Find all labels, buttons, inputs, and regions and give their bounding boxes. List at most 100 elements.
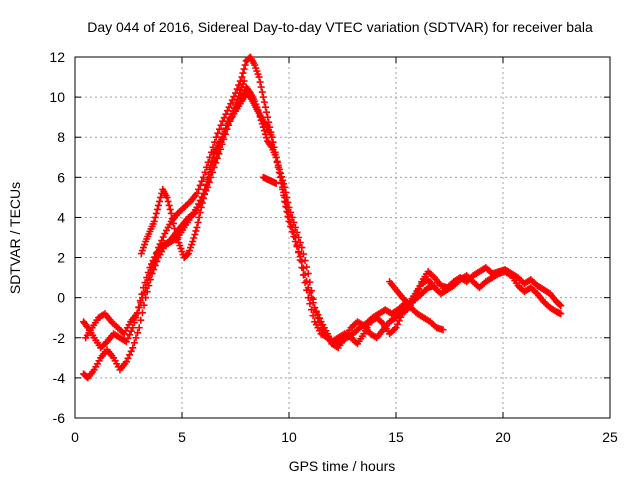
data-point-interp: [198, 199, 206, 207]
x-tick-label: 15: [388, 429, 404, 445]
data-point-interp: [159, 233, 167, 241]
data-point: [298, 258, 306, 266]
data-point-interp: [228, 96, 236, 104]
data-point-interp: [245, 88, 253, 96]
data-point-interp: [306, 300, 314, 308]
data-point-interp: [126, 331, 134, 339]
data-point-interp: [124, 354, 132, 362]
data-point-interp: [295, 248, 303, 256]
data-point-interp: [293, 228, 301, 236]
data-point-interp: [278, 173, 286, 181]
y-tick-label: 8: [57, 129, 65, 145]
data-point-interp: [261, 130, 269, 138]
data-point-interp: [134, 329, 142, 337]
y-tick-label: -4: [53, 370, 66, 386]
data-point-interp: [309, 295, 317, 303]
data-point: [148, 270, 156, 278]
x-tick-label: 10: [281, 429, 297, 445]
data-point-interp: [263, 108, 271, 116]
data-point-interp: [274, 161, 282, 169]
data-point-interp: [192, 227, 200, 235]
data-point-interp: [183, 251, 191, 259]
grid-lines: [75, 57, 610, 418]
plot-frame: [74, 56, 611, 419]
data-point-interp: [217, 121, 225, 129]
data-point-interp: [201, 168, 209, 176]
data-point-interp: [151, 213, 159, 221]
data-point-interp: [284, 212, 292, 220]
data-point: [259, 93, 267, 101]
data-point-interp: [301, 257, 309, 265]
data-point-interp: [213, 154, 221, 162]
data-point: [197, 203, 205, 211]
data-point-interp: [207, 161, 215, 169]
data-point-interp: [137, 316, 145, 324]
chart-title: Day 044 of 2016, Sidereal Day-to-day VTE…: [87, 19, 593, 35]
data-point-interp: [312, 309, 320, 317]
data-point: [272, 153, 280, 161]
data-point: [212, 133, 220, 141]
data-point-interp: [168, 214, 176, 222]
x-tick-label: 5: [178, 429, 186, 445]
data-point-interp: [146, 276, 154, 284]
data-point: [255, 109, 263, 117]
data-point-interp: [279, 176, 287, 184]
data-point-interp: [156, 197, 164, 205]
data-point: [276, 169, 284, 177]
data-point-interp: [211, 138, 219, 146]
data-point-interp: [83, 322, 91, 330]
data-point-interp: [220, 114, 228, 122]
data-point-interp: [136, 297, 144, 305]
data-point-interp: [299, 264, 307, 272]
data-point-interp: [151, 262, 159, 270]
data-point-interp: [151, 253, 159, 261]
data-point-interp: [223, 107, 231, 115]
data-point-interp: [295, 234, 303, 241]
data-point-interp: [205, 170, 213, 178]
y-tick-label: 0: [57, 290, 65, 306]
data-point-interp: [275, 165, 283, 173]
data-point: [167, 209, 175, 217]
data-point-interp: [212, 159, 220, 167]
data-point-interp: [157, 193, 165, 201]
series-track-4: [137, 77, 248, 262]
data-point-interp: [145, 282, 153, 290]
data-point: [259, 123, 267, 131]
data-point-interp: [222, 110, 230, 118]
data-point: [135, 324, 143, 332]
x-tick-labels: 0 5 10 15 20 25: [71, 429, 618, 445]
data-point-interp: [132, 334, 140, 342]
y-tick-labels: -6 -4 -2 0 2 4 6 8 10 12: [49, 49, 65, 426]
y-tick-label: 12: [49, 49, 65, 65]
data-point-interp: [191, 230, 199, 238]
data-point-interp: [283, 193, 291, 201]
data-point-interp: [209, 153, 217, 161]
data-point-interp: [196, 181, 204, 189]
data-point-interp: [150, 266, 158, 274]
data-point-interp: [194, 218, 202, 226]
data-point: [225, 103, 233, 111]
data-point: [285, 203, 293, 211]
data-point-interp: [296, 239, 304, 247]
data-point-interp: [257, 116, 265, 124]
data-point-interp: [199, 194, 207, 202]
data-point: [199, 173, 207, 181]
data-point: [133, 310, 141, 318]
data-point-interp: [288, 213, 296, 221]
data-point-interp: [284, 198, 292, 206]
data-point: [281, 197, 289, 205]
data-point-interp: [273, 157, 281, 165]
y-tick-label: -2: [53, 330, 66, 346]
data-point-interp: [165, 201, 173, 209]
data-point-interp: [288, 227, 296, 235]
data-point: [193, 223, 201, 231]
data-point-interp: [233, 85, 241, 93]
data-point-interp: [203, 180, 211, 188]
data-point: [291, 238, 299, 246]
data-point: [285, 217, 293, 225]
x-axis-label: GPS time / hours: [289, 458, 396, 474]
data-point-interp: [208, 157, 216, 165]
data-point: [439, 326, 447, 334]
data-point-interp: [227, 100, 235, 108]
data-point-interp: [143, 274, 151, 282]
